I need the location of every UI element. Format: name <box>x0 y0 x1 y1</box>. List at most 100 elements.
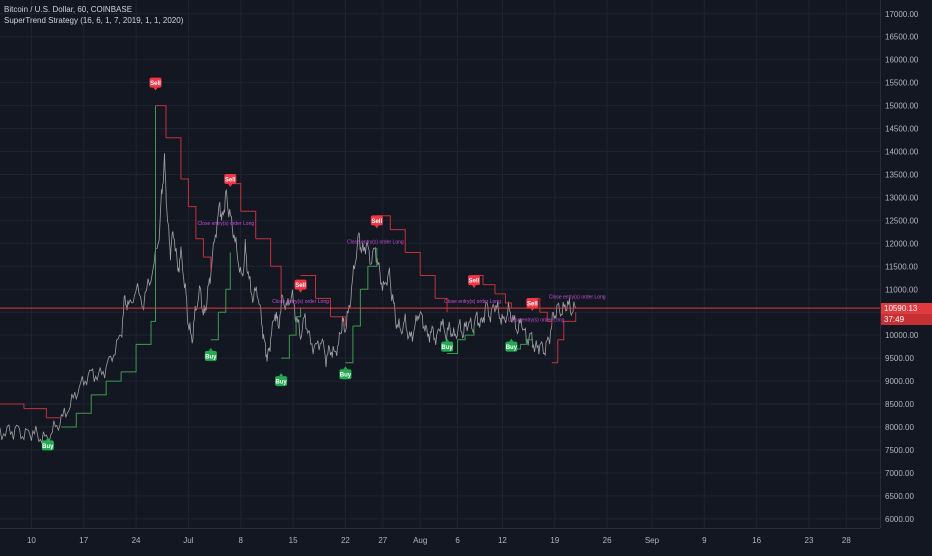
supertrend-line <box>76 394 92 414</box>
price-tick-label: 11500.00 <box>885 262 918 271</box>
supertrend-line <box>195 238 204 258</box>
supertrend-line <box>315 297 331 317</box>
price-tick-label: 8500.00 <box>885 400 914 409</box>
close-order-annotation: Close entry(s) order Long <box>347 239 404 245</box>
time-tick-label: Sep <box>645 536 660 545</box>
time-tick-label: 22 <box>341 536 350 545</box>
signal-label: Sell <box>527 302 538 308</box>
sell-marker <box>526 298 539 309</box>
buy-marker-pointer <box>208 347 213 351</box>
supertrend-line <box>203 256 212 271</box>
buy-marker-pointer <box>45 437 50 441</box>
current-price-value: 10590.13 <box>884 303 918 313</box>
signal-label: Buy <box>205 354 217 360</box>
price-tick-label: 13500.00 <box>885 170 919 179</box>
chart-plot-area[interactable]: Sell Sell Sell Sell Sell Sell Buy Buy Buy Buy Buy B… <box>0 0 880 528</box>
supertrend-line <box>547 320 553 326</box>
time-tick-label: 15 <box>289 536 298 545</box>
time-tick-label: 8 <box>239 536 244 545</box>
price-line <box>0 153 577 444</box>
supertrend-line <box>210 312 219 341</box>
supertrend-line <box>270 265 282 299</box>
supertrend-line <box>447 339 459 355</box>
supertrend-line <box>405 252 421 276</box>
sell-marker-pointer <box>472 285 477 289</box>
supertrend-line <box>155 105 167 138</box>
price-axis-labels: 17000.00 16500.00 16000.00 15500.00 15000.00… <box>885 10 919 524</box>
time-tick-label: 24 <box>132 536 141 545</box>
close-order-annotation: Close entry(s) order Long <box>444 299 501 305</box>
strategy-title: SuperTrend Strategy (16, 6, 1, 7, 2019, … <box>4 16 184 25</box>
time-tick-label: 10 <box>27 536 36 545</box>
buy-marker <box>505 341 518 352</box>
supertrend-line <box>106 371 122 382</box>
grid-lines <box>0 0 880 528</box>
supertrend-line <box>352 289 361 327</box>
price-tick-label: 15000.00 <box>885 102 919 111</box>
supertrend-line <box>330 316 346 326</box>
time-axis[interactable]: 10 17 24 Jul 8 15 22 27 Aug 6 12 19 26 Sep 9 16 23 28 <box>0 528 880 551</box>
price-chart[interactable]: Sell Sell Sell Sell Sell Sell Buy Buy Buy Buy Buy B… <box>0 0 880 528</box>
price-tick-label: 9000.00 <box>885 377 914 386</box>
supertrend-line <box>526 337 533 341</box>
supertrend-line <box>300 274 317 299</box>
supertrend-line <box>225 252 231 290</box>
price-tick-label: 14000.00 <box>885 148 919 157</box>
bar-countdown-value: 37:49 <box>884 314 905 324</box>
time-axis-labels: 10 17 24 Jul 8 15 22 27 Aug 6 12 19 26 Sep 9 16 23 28 <box>27 536 851 545</box>
price-tick-label: 6000.00 <box>885 515 914 524</box>
price-tick-label: 9500.00 <box>885 354 914 363</box>
supertrend-line <box>151 105 157 322</box>
sell-marker <box>149 77 162 88</box>
buy-marker <box>41 440 54 451</box>
buy-marker <box>204 350 217 361</box>
supertrend-line <box>23 408 47 418</box>
supertrend-line <box>61 413 77 428</box>
supertrend-line <box>520 339 527 345</box>
time-tick-label: Jul <box>183 536 193 545</box>
supertrend-line <box>121 344 137 373</box>
current-price-tag: 10590.13 <box>881 302 932 314</box>
supertrend-line <box>345 325 354 364</box>
price-axis[interactable]: 17000.00 16500.00 16000.00 15500.00 15000.00… <box>880 0 932 528</box>
sell-marker-pointer <box>374 225 379 229</box>
signal-label: Buy <box>42 444 54 450</box>
close-order-annotation: Close entry(s) order Long <box>508 317 565 323</box>
chart-legend: Bitcoin / U.S. Dollar, 60, COINBASE Supe… <box>4 4 183 26</box>
price-tick-label: 7500.00 <box>885 446 914 455</box>
buy-marker-pointer <box>509 338 514 342</box>
time-tick-label: Aug <box>413 536 427 545</box>
price-tick-label: 7000.00 <box>885 469 914 478</box>
time-tick-label: 26 <box>603 536 612 545</box>
signal-label: Buy <box>275 380 287 386</box>
price-tick-label: 16500.00 <box>885 33 919 42</box>
price-tick-label: 6500.00 <box>885 492 914 501</box>
sell-marker <box>224 174 237 185</box>
buy-marker-pointer <box>279 373 284 377</box>
supertrend-line <box>165 137 182 180</box>
time-tick-label: 17 <box>79 536 88 545</box>
supertrend-line <box>255 238 272 267</box>
bar-countdown-tag: 37:49 <box>881 313 932 325</box>
price-tick-label: 15500.00 <box>885 79 919 88</box>
signal-label: Sell <box>371 219 382 225</box>
supertrend-line <box>367 247 378 267</box>
supertrend-line <box>188 206 197 239</box>
supertrend-line <box>289 316 297 336</box>
symbol-title: Bitcoin / U.S. Dollar, 60, COINBASE <box>4 5 133 14</box>
sell-marker-pointer <box>530 308 535 312</box>
time-tick-label: 12 <box>498 536 507 545</box>
sell-marker-pointer <box>228 184 233 188</box>
buy-marker-pointer <box>343 366 348 370</box>
signal-label: Sell <box>295 283 306 289</box>
price-tick-label: 16000.00 <box>885 56 919 65</box>
time-tick-label: 23 <box>805 536 814 545</box>
signal-label: Sell <box>225 178 236 184</box>
sell-marker-pointer <box>153 87 158 91</box>
supertrend-line <box>563 312 577 322</box>
supertrend-line <box>91 381 107 396</box>
signal-label: Buy <box>506 345 518 351</box>
supertrend-line <box>390 229 406 253</box>
close-order-annotation: Close entry(s) order Long <box>197 221 254 227</box>
supertrend-line <box>281 335 290 359</box>
